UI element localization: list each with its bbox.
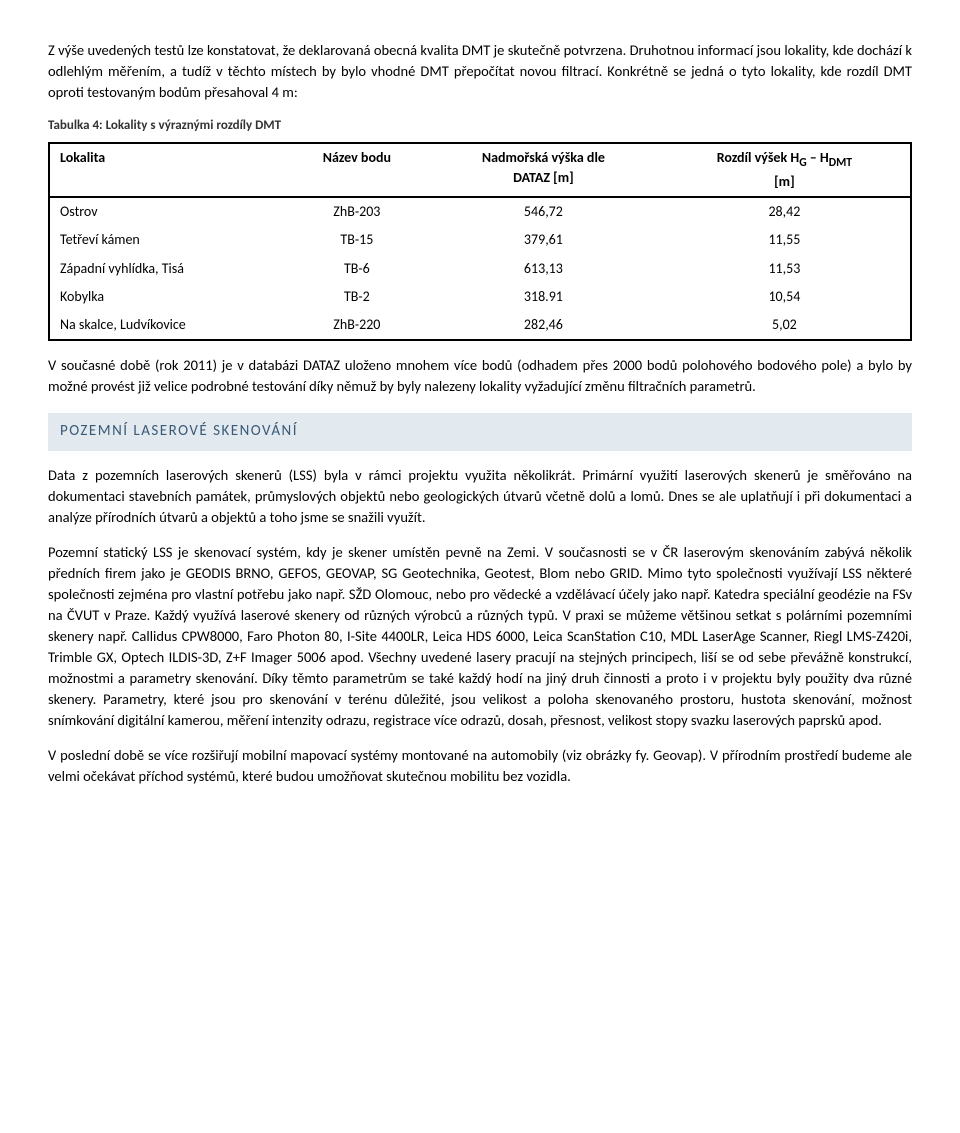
table-cell: Kobylka [49,283,286,311]
table-cell: Ostrov [49,197,286,226]
table-cell: 11,53 [659,255,911,283]
table-cell: ZhB-220 [286,311,428,340]
table-cell: TB-2 [286,283,428,311]
paragraph-lss-intro: Data z pozemních laserových skenerů (LSS… [48,465,912,528]
table-cell: 28,42 [659,197,911,226]
col-header-rozdil-sub1: G [799,156,806,170]
paragraph-lss-static: Pozemní statický LSS je skenovací systém… [48,542,912,731]
table-cell: Na skalce, Ludvíkovice [49,311,286,340]
table-cell: TB-15 [286,226,428,254]
table-cell: Západní vyhlídka, Tisá [49,255,286,283]
col-header-vyska-l2: DATAZ [m] [513,169,574,186]
paragraph-mobile: V poslední době se více rozšiřují mobiln… [48,745,912,787]
section-heading-lss: POZEMNÍ LASEROVÉ SKENOVÁNÍ [48,413,912,451]
col-header-rozdil-l1: Rozdíl výšek H [717,149,800,166]
table-cell: 11,55 [659,226,911,254]
table-row: Na skalce, LudvíkoviceZhB-220282,465,02 [49,311,911,340]
col-header-vyska: Nadmořská výška dle DATAZ [m] [428,143,659,197]
col-header-rozdil: Rozdíl výšek HG – HDMT [m] [659,143,911,197]
col-header-rozdil-mid: – H [807,149,829,166]
col-header-lokalita: Lokalita [49,143,286,197]
table-cell: 546,72 [428,197,659,226]
table-cell: 5,02 [659,311,911,340]
table-row: Tetřeví kámenTB-15379,6111,55 [49,226,911,254]
table-row: KobylkaTB-2318.9110,54 [49,283,911,311]
table-caption: Tabulka 4: Lokality s výraznými rozdíly … [48,117,912,136]
table-cell: 379,61 [428,226,659,254]
table-cell: 10,54 [659,283,911,311]
col-header-rozdil-sub2: DMT [829,156,852,170]
paragraph-current: V současné době (rok 2011) je v databázi… [48,355,912,397]
table-cell: ZhB-203 [286,197,428,226]
col-header-nazev: Název bodu [286,143,428,197]
table-cell: 318.91 [428,283,659,311]
table-cell: 282,46 [428,311,659,340]
table-cell: TB-6 [286,255,428,283]
table-cell: Tetřeví kámen [49,226,286,254]
paragraph-intro: Z výše uvedených testů lze konstatovat, … [48,40,912,103]
table-row: OstrovZhB-203546,7228,42 [49,197,911,226]
col-header-rozdil-l2: [m] [774,173,794,190]
table-cell: 613,13 [428,255,659,283]
table-row: Západní vyhlídka, TisáTB-6613,1311,53 [49,255,911,283]
locality-table: Lokalita Název bodu Nadmořská výška dle … [48,142,912,342]
col-header-vyska-l1: Nadmořská výška dle [482,149,605,166]
